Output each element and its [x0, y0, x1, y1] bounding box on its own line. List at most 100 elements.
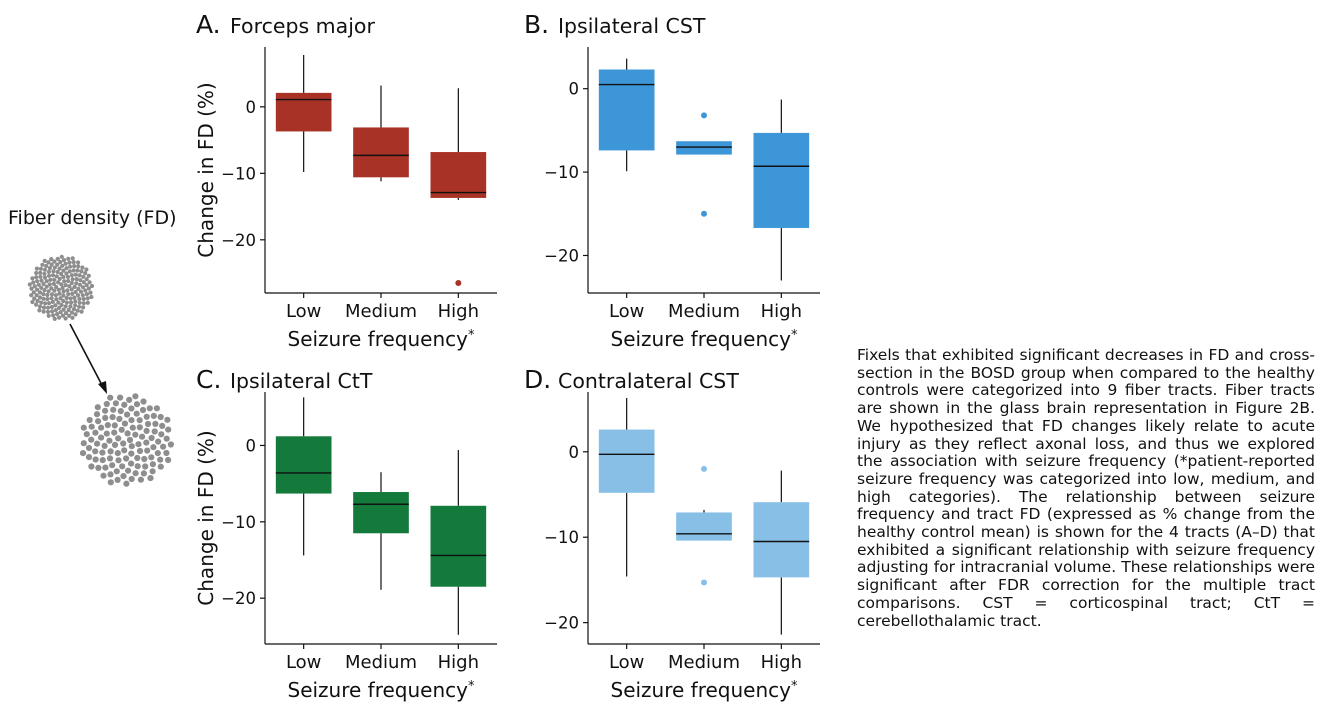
- fiber-dot: [77, 296, 82, 301]
- fiber-dot: [53, 293, 59, 298]
- fiber-dot: [134, 454, 141, 462]
- fiber-dot: [49, 257, 54, 262]
- fiber-dot: [38, 274, 43, 279]
- fiber-dot: [119, 463, 126, 470]
- x-axis-label: Seizure frequency*: [611, 678, 799, 702]
- outlier-point: [701, 112, 707, 119]
- outlier-point: [701, 210, 707, 217]
- fiber-dot: [68, 264, 73, 269]
- fiber-dot: [88, 436, 95, 443]
- fiber-dot: [64, 295, 69, 301]
- fiber-dot: [159, 422, 166, 429]
- fiber-dot: [134, 463, 141, 470]
- x-tick-label: Low: [609, 301, 644, 322]
- fiber-dot: [155, 438, 162, 445]
- fiber-dot: [34, 270, 39, 276]
- fiber-dot: [52, 265, 57, 270]
- fiber-dot: [29, 293, 34, 298]
- fiber-dot: [117, 394, 124, 401]
- y-tick-label: −20: [221, 231, 256, 250]
- x-tick-label: High: [438, 652, 479, 673]
- fiber-dot: [65, 274, 71, 280]
- fiber-dot: [86, 286, 91, 291]
- fiber-dot: [124, 411, 131, 418]
- panel-ipsilateral-cst: B. Ipsilateral CST 0 −10 −20 Low Medium High Sei…: [524, 10, 820, 351]
- fiber-dot: [57, 276, 62, 281]
- fiber-dot: [104, 422, 111, 429]
- fiber-dot: [158, 431, 165, 438]
- fiber-dot: [30, 276, 35, 281]
- fiber-dot: [44, 284, 49, 289]
- fiber-dot: [68, 296, 73, 301]
- fiber-dot: [165, 456, 172, 464]
- fiber-dot: [89, 294, 94, 300]
- fiber-dot: [45, 305, 51, 310]
- fiber-dot: [143, 413, 150, 420]
- fiber-dot: [80, 424, 87, 431]
- x-tick-label: Low: [286, 652, 321, 673]
- iqr-box: [430, 152, 487, 198]
- fiber-dot: [52, 288, 57, 293]
- fiber-dot: [34, 293, 39, 298]
- y-tick-label: −10: [544, 163, 579, 182]
- fiber-dot: [99, 449, 106, 456]
- fiber-dot: [29, 286, 34, 291]
- y-tick-label: −20: [221, 589, 256, 608]
- fiber-dot: [70, 277, 75, 282]
- fiber-dot: [35, 287, 40, 292]
- fiber-dot: [73, 289, 78, 295]
- fiber-dot: [107, 479, 114, 486]
- fiber-dot: [69, 280, 74, 286]
- fiber-dot: [84, 267, 89, 272]
- fiber-dot: [74, 277, 79, 282]
- iqr-box: [275, 92, 332, 132]
- fiber-dot: [150, 412, 157, 419]
- fiber-dot: [38, 270, 43, 275]
- fiber-dot: [106, 455, 114, 462]
- box-low: [275, 54, 332, 172]
- fiber-dot: [102, 414, 109, 421]
- y-tick-label: −10: [221, 513, 256, 532]
- fiber-dot: [54, 274, 59, 279]
- fiber-dot: [107, 471, 114, 478]
- fiber-dot: [61, 307, 66, 312]
- y-tick-label: 0: [569, 443, 580, 462]
- fiber-bundle-sparse: [79, 393, 174, 487]
- fiber-dot: [76, 264, 81, 269]
- fiber-dot: [128, 417, 135, 424]
- x-tick-label: Low: [286, 301, 321, 322]
- box-medium: [353, 472, 409, 590]
- fiber-dot: [74, 281, 79, 286]
- fiber-dot: [58, 259, 63, 265]
- outlier-point: [455, 280, 462, 287]
- fiber-dot: [31, 290, 36, 295]
- fiber-dot: [37, 304, 43, 309]
- fiber-dot: [41, 309, 46, 314]
- fiber-dot: [52, 277, 57, 282]
- fiber-dot: [140, 398, 147, 405]
- x-axis-label-asterisk: *: [791, 328, 798, 343]
- fiber-dot: [56, 300, 61, 305]
- iqr-box: [753, 132, 810, 228]
- fiber-dot: [46, 260, 51, 265]
- fiber-dot: [64, 311, 69, 316]
- fiber-dot: [42, 288, 47, 293]
- fiber-dot: [44, 279, 49, 284]
- fiber-dot: [136, 417, 143, 424]
- fiber-dot: [77, 300, 82, 305]
- fiber-dot: [79, 269, 84, 274]
- fiber-dot: [164, 416, 171, 423]
- box-medium: [353, 85, 409, 182]
- fiber-dot: [77, 304, 82, 309]
- fiber-dot: [87, 280, 92, 285]
- fiber-dot: [116, 415, 123, 422]
- panel-title: Contralateral CST: [558, 369, 739, 393]
- fiber-dot: [51, 269, 56, 274]
- fiber-dot: [45, 297, 50, 302]
- fiber-dot: [88, 290, 93, 295]
- fiber-dot: [79, 309, 84, 314]
- fiber-dot: [61, 293, 66, 298]
- fiber-dot: [49, 296, 54, 301]
- fiber-dot: [69, 287, 74, 292]
- fiber-dot: [114, 476, 121, 483]
